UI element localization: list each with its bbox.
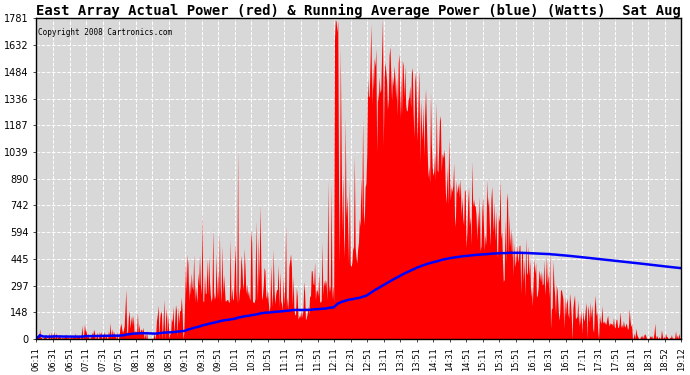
Text: Copyright 2008 Cartronics.com: Copyright 2008 Cartronics.com xyxy=(38,28,172,37)
Text: East Array Actual Power (red) & Running Average Power (blue) (Watts)  Sat Aug 23: East Array Actual Power (red) & Running … xyxy=(37,4,690,18)
